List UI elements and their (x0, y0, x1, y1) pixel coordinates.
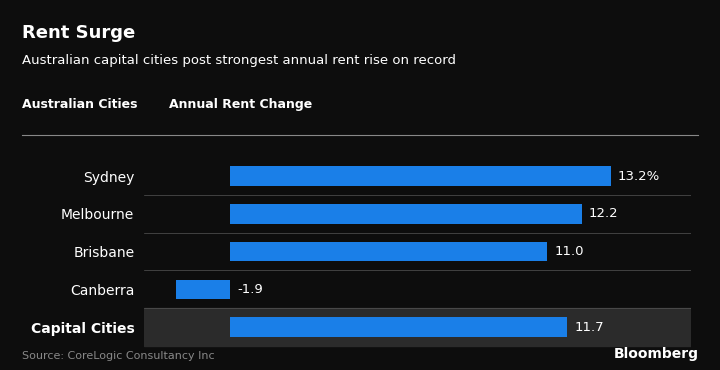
Text: Source: CoreLogic Consultancy Inc: Source: CoreLogic Consultancy Inc (22, 351, 215, 361)
Text: -1.9: -1.9 (238, 283, 264, 296)
Bar (230, 242, 547, 262)
Bar (176, 279, 230, 299)
Text: Bloomberg: Bloomberg (613, 347, 698, 361)
Text: Rent Surge: Rent Surge (22, 24, 135, 42)
Bar (230, 317, 567, 337)
Text: 13.2%: 13.2% (618, 170, 660, 183)
Text: Australian capital cities post strongest annual rent rise on record: Australian capital cities post strongest… (22, 54, 456, 67)
Text: 11.0: 11.0 (554, 245, 584, 258)
Text: 11.7: 11.7 (575, 320, 604, 333)
Text: Annual Rent Change: Annual Rent Change (169, 98, 312, 111)
Bar (144, 308, 691, 346)
Text: 12.2: 12.2 (589, 207, 618, 221)
Bar (230, 204, 582, 224)
Bar (230, 166, 611, 186)
Text: Australian Cities: Australian Cities (22, 98, 137, 111)
